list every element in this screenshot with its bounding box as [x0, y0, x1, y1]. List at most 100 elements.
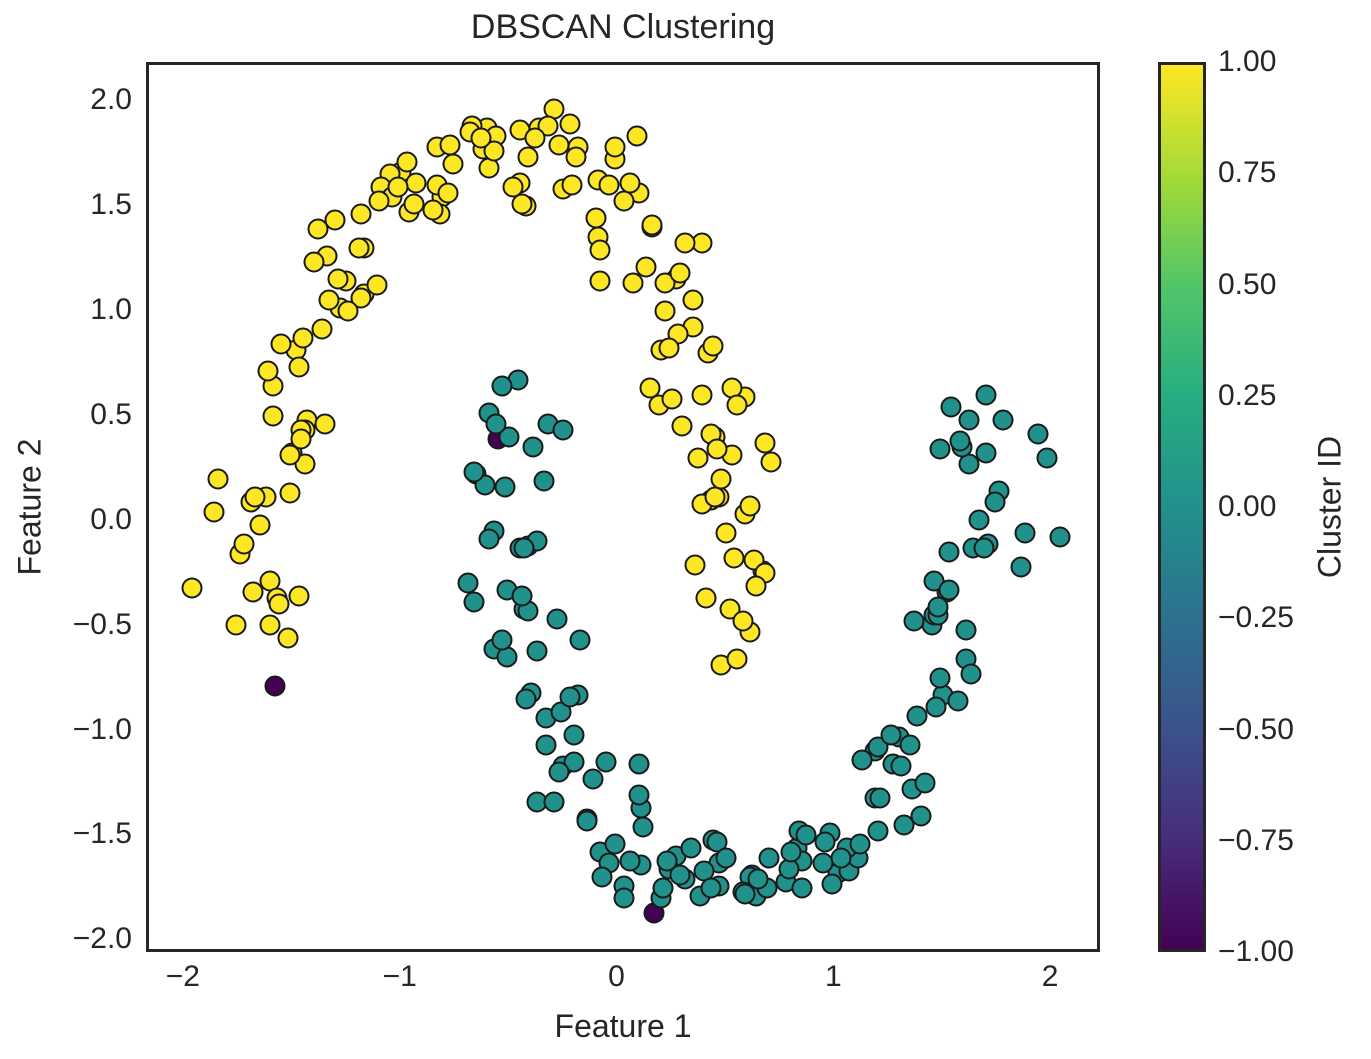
scatter-point-cluster-1 — [561, 174, 583, 196]
scatter-point-cluster-1 — [277, 627, 299, 649]
scatter-point-cluster-1 — [439, 134, 461, 156]
scatter-point-cluster-0 — [591, 866, 613, 888]
scatter-point-cluster-1 — [207, 468, 229, 489]
scatter-point-cluster-1 — [517, 146, 539, 168]
scatter-point-cluster-0 — [604, 833, 626, 855]
scatter-point-cluster-1 — [639, 377, 661, 399]
colorbar-label: Cluster ID — [1311, 435, 1348, 579]
scatter-point-noise — [264, 675, 286, 697]
scatter-point-cluster-0 — [563, 751, 585, 773]
scatter-point-cluster-1 — [292, 327, 314, 349]
scatter-point-cluster-1 — [396, 151, 418, 173]
scatter-point-cluster-1 — [687, 447, 709, 469]
scatter-point-cluster-1 — [654, 300, 676, 322]
scatter-point-cluster-1 — [626, 125, 648, 147]
scatter-point-cluster-0 — [734, 883, 756, 905]
scatter-point-cluster-1 — [661, 388, 683, 410]
scatter-point-cluster-0 — [515, 688, 537, 710]
y-tick-label: 1.5 — [90, 187, 132, 221]
scatter-point-cluster-0 — [1036, 447, 1058, 469]
scatter-point-cluster-0 — [975, 384, 997, 406]
scatter-point-cluster-1 — [348, 237, 370, 259]
x-tick-label: 2 — [1041, 960, 1059, 993]
scatter-point-cluster-0 — [526, 640, 548, 662]
scatter-point-cluster-1 — [288, 356, 310, 378]
scatter-point-cluster-0 — [958, 409, 980, 431]
scatter-point-cluster-1 — [324, 209, 346, 231]
scatter-point-cluster-1 — [318, 289, 340, 311]
scatter-point-cluster-0 — [955, 619, 977, 641]
scatter-point-cluster-1 — [710, 468, 732, 489]
scatter-point-cluster-1 — [565, 146, 587, 168]
scatter-point-cluster-1 — [658, 337, 680, 359]
x-axis-label: Feature 1 — [554, 1008, 692, 1044]
scatter-point-cluster-1 — [437, 182, 459, 204]
scatter-point-cluster-0 — [893, 814, 915, 836]
scatter-point-cluster-0 — [929, 438, 951, 460]
scatter-point-cluster-0 — [656, 850, 678, 872]
y-tick-label: −1.0 — [72, 712, 132, 746]
scatter-point-cluster-0 — [485, 413, 507, 435]
scatter-point-cluster-0 — [546, 608, 568, 630]
scatter-point-cluster-0 — [975, 442, 997, 464]
scatter-point-cluster-0 — [543, 791, 565, 813]
scatter-point-cluster-1 — [366, 274, 388, 296]
scatter-point-cluster-0 — [569, 629, 591, 651]
scatter-point-cluster-0 — [457, 572, 479, 594]
colorbar — [1158, 62, 1206, 952]
scatter-point-cluster-0 — [925, 696, 947, 718]
scatter-point-cluster-1 — [262, 405, 284, 427]
scatter-point-cluster-1 — [726, 648, 748, 670]
scatter-point-cluster-1 — [242, 581, 264, 603]
scatter-point-cluster-1 — [203, 501, 225, 523]
colorbar-tick-label: −1.00 — [1218, 935, 1294, 968]
scatter-point-cluster-1 — [702, 335, 724, 357]
scatter-point-cluster-1 — [368, 190, 390, 212]
colorbar-tick-label: 0.00 — [1218, 490, 1277, 523]
scatter-point-cluster-0 — [582, 768, 604, 790]
scatter-point-cluster-0 — [938, 541, 960, 563]
scatter-point-cluster-0 — [463, 461, 485, 483]
chart-title: DBSCAN Clustering — [470, 8, 776, 46]
scatter-point-cluster-1 — [684, 554, 706, 576]
scatter-point-cluster-0 — [940, 396, 962, 418]
scatter-point-cluster-1 — [257, 360, 279, 382]
scatter-point-cluster-0 — [715, 847, 737, 869]
scatter-point-cluster-1 — [483, 140, 505, 162]
scatter-point-cluster-0 — [1014, 522, 1036, 544]
scatter-point-cluster-1 — [303, 251, 325, 273]
scatter-point-cluster-0 — [463, 591, 485, 613]
scatter-point-cluster-1 — [403, 193, 425, 215]
scatter-point-cluster-1 — [732, 610, 754, 632]
scatter-point-cluster-0 — [910, 805, 932, 827]
scatter-point-cluster-1 — [279, 444, 301, 466]
scatter-point-cluster-1 — [442, 153, 464, 175]
scatter-point-cluster-0 — [880, 724, 902, 746]
scatter-point-cluster-1 — [511, 193, 533, 215]
scatter-point-cluster-1 — [327, 268, 349, 290]
scatter-point-cluster-0 — [522, 436, 544, 458]
scatter-point-cluster-0 — [791, 877, 813, 899]
colorbar-tick-label: −0.25 — [1218, 601, 1294, 635]
x-tick-label: −2 — [165, 960, 200, 993]
scatter-point-cluster-1 — [760, 451, 782, 473]
scatter-point-cluster-1 — [288, 585, 310, 607]
scatter-point-cluster-1 — [671, 415, 693, 437]
scatter-point-cluster-0 — [758, 847, 780, 869]
scatter-point-cluster-1 — [225, 614, 247, 636]
scatter-point-cluster-1 — [604, 136, 626, 158]
colorbar-tick-label: 0.75 — [1218, 156, 1277, 190]
scatter-point-cluster-1 — [674, 232, 696, 254]
scatter-point-cluster-0 — [899, 734, 921, 756]
scatter-point-cluster-0 — [669, 864, 691, 886]
scatter-point-cluster-1 — [233, 533, 255, 555]
scatter-point-cluster-1 — [682, 289, 704, 311]
scatter-point-cluster-0 — [511, 585, 533, 607]
colorbar-tick-label: −0.75 — [1218, 823, 1294, 857]
scatter-point-cluster-1 — [311, 318, 333, 340]
scatter-point-cluster-0 — [1027, 423, 1049, 445]
colorbar-tick-label: −0.50 — [1218, 712, 1294, 746]
scatter-point-cluster-1 — [387, 176, 409, 198]
scatter-point-cluster-0 — [652, 877, 674, 899]
scatter-point-cluster-0 — [929, 667, 951, 689]
